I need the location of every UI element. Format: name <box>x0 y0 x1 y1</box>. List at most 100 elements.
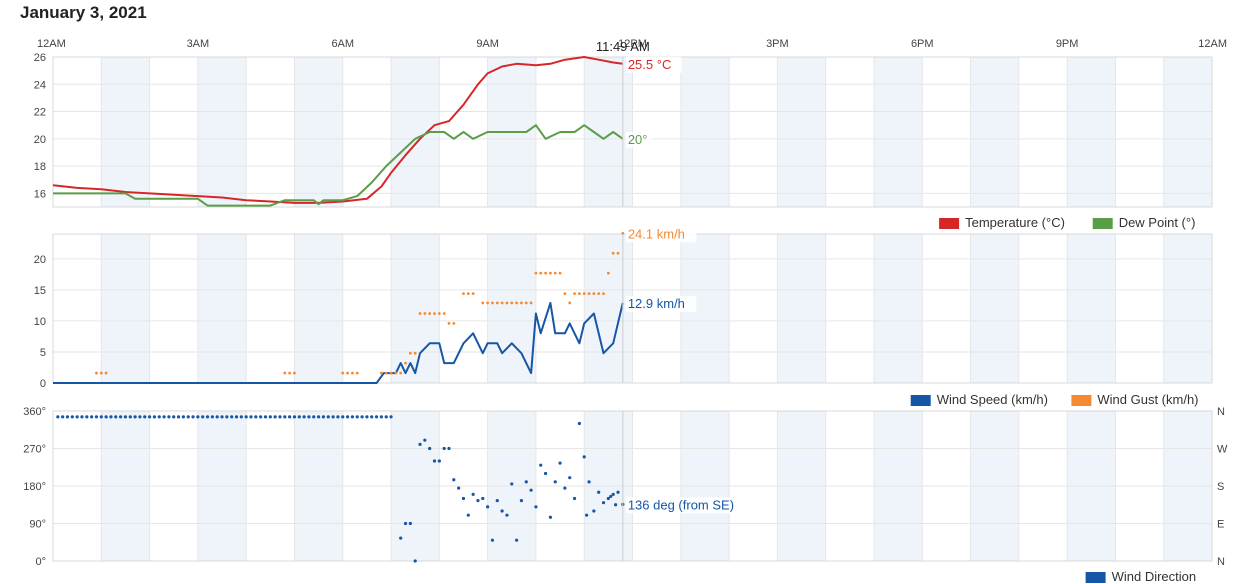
wind_direction-point <box>268 415 272 419</box>
wind_direction-point <box>471 492 475 496</box>
wind_direction-point <box>548 515 553 519</box>
wind_direction-point <box>592 509 596 513</box>
wind_gust-point <box>379 371 383 375</box>
hour-label: 6PM <box>911 38 934 50</box>
legend-label-wind_speed: Wind Speed (km/h) <box>937 392 1048 407</box>
wind_direction-point <box>563 486 567 490</box>
wind_direction-point <box>152 415 157 419</box>
wind_gust-point <box>346 371 349 375</box>
wind_gust-point <box>510 301 514 305</box>
wind_direction-point <box>205 415 210 419</box>
wind_direction-point <box>99 415 103 419</box>
end-label-bg <box>625 56 682 73</box>
wind_gust-point <box>481 301 485 305</box>
wind_direction-end-label: 136 deg (from SE) <box>628 497 734 512</box>
wind_direction-point <box>259 415 263 419</box>
wind_gust-point <box>384 371 388 375</box>
wind_direction-point <box>476 498 480 503</box>
wind_gust-point <box>597 292 601 295</box>
wind_direction-point <box>452 478 456 482</box>
wind_direction-point <box>157 415 161 419</box>
wind_direction-point <box>365 415 369 419</box>
y-tick-label: 16 <box>34 188 46 200</box>
wind_direction-point <box>486 505 490 509</box>
wind_direction-point <box>254 415 258 419</box>
wind_direction-point <box>143 415 147 419</box>
hour-label: 12PM <box>618 38 647 50</box>
wind_direction-point <box>61 415 65 419</box>
wind_direction-point <box>210 415 214 419</box>
wind_direction-point <box>350 415 355 419</box>
dew_point-line <box>53 124 624 207</box>
wind_direction-point <box>616 490 620 494</box>
wind_direction-point <box>167 415 171 419</box>
wind_direction-point <box>186 415 190 419</box>
wind_direction-point <box>181 415 185 419</box>
hour-label: 12AM <box>1198 38 1227 50</box>
wind_direction-point <box>510 482 514 486</box>
wind_direction-point <box>601 501 606 505</box>
wind_gust-point <box>549 271 552 275</box>
wind_gust-point <box>582 292 586 295</box>
wind_direction-point <box>234 415 239 419</box>
wind_direction-point <box>90 415 94 419</box>
panel-wind: 0 5 10 15 20 12.9 km/h 24.1 km/h Wind Gust (km/… <box>34 226 1213 407</box>
y-tick-label: 0 <box>40 378 46 390</box>
hour-band <box>101 57 150 207</box>
hour-band <box>391 234 440 383</box>
wind_direction-point <box>162 415 166 419</box>
wind_gust-point <box>621 231 625 235</box>
wind_direction-point <box>176 415 181 419</box>
wind_direction-point <box>481 496 485 501</box>
wind_direction-point <box>519 498 524 503</box>
legend-label-temperature: Temperature (°C) <box>965 215 1065 230</box>
wind_gust-point <box>520 301 523 305</box>
wind_gust-point <box>577 292 581 295</box>
hour-label: 6AM <box>331 38 354 50</box>
hour-band <box>873 57 923 207</box>
wind_direction-point <box>147 415 152 419</box>
y-tick-label: 5 <box>40 347 46 359</box>
wind_speed-end-label: 12.9 km/h <box>628 296 685 311</box>
wind_direction-point <box>403 521 408 526</box>
panel-temperature-dewpoint: 16 18 20 22 24 26 25.5 °C 20° Dew Point (°) Tempe… <box>34 52 1213 230</box>
wind_gust-point <box>616 251 620 255</box>
panel-wind-direction: 0° 90° 180° 270° 360° N E S W N 136 deg (from SE) W… <box>23 406 1228 584</box>
temperature-end-label: 25.5 °C <box>628 57 672 72</box>
wind_direction-point <box>442 446 446 451</box>
wind_direction-point <box>307 415 311 419</box>
wind_direction-point <box>379 415 383 419</box>
current-time-label: 11:49 AM <box>596 39 650 54</box>
wind_gust-point <box>389 371 393 375</box>
wind_gust-point <box>524 301 528 305</box>
legend-swatch-wind_speed <box>910 395 931 406</box>
wind_gust-point <box>394 371 398 375</box>
wind_direction-point <box>587 480 591 484</box>
hour-band <box>680 57 730 207</box>
wind_direction-point <box>75 415 79 419</box>
wind_direction-point <box>447 446 451 451</box>
hour-band <box>101 234 150 383</box>
hour-label: 12AM <box>37 38 66 50</box>
wind_direction-point <box>384 415 388 419</box>
wind_gust-point <box>495 301 499 305</box>
wind_direction-point <box>577 421 581 426</box>
wind_direction-point <box>611 492 615 496</box>
wind_direction-point <box>389 415 393 419</box>
wind_direction-point <box>317 415 321 419</box>
wind_direction-point <box>215 415 219 419</box>
wind_gust-point <box>563 292 567 295</box>
hour-label: 9AM <box>476 38 499 50</box>
end-label-bg <box>625 131 653 148</box>
wind_direction-point <box>273 415 277 419</box>
wind_direction-point <box>534 505 538 509</box>
wind_gust-point <box>404 361 407 365</box>
hour-band <box>970 57 1019 207</box>
wind_direction-point <box>432 459 437 463</box>
wind_gust-point <box>399 371 403 375</box>
wind_direction-point <box>292 415 297 419</box>
hour-label: 3PM <box>766 38 789 50</box>
wind_direction-point <box>568 476 572 480</box>
wind_direction-point <box>360 415 364 419</box>
wind_direction-point <box>114 415 118 419</box>
